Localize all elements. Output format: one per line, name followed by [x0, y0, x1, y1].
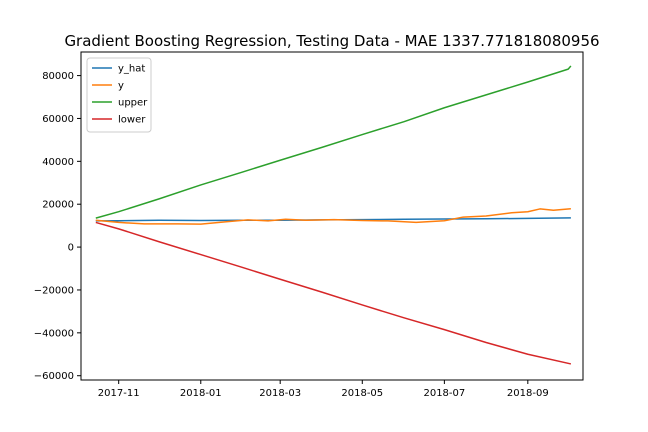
- y-tick-label: 20000: [42, 200, 74, 211]
- y-tick-label: −40000: [34, 328, 74, 339]
- x-tick-label: 2018-09: [507, 388, 549, 399]
- y-axis: −60000 −40000 −20000 0 20000 40000 60000 80000: [34, 71, 81, 382]
- y-tick-label: 40000: [42, 157, 74, 168]
- x-tick-label: 2018-01: [180, 388, 222, 399]
- x-tick-label: 2018-07: [423, 388, 465, 399]
- x-axis: 2017-11 2018-01 2018-03 2018-05 2018-07 2018-…: [98, 380, 549, 399]
- series-line-lower: [95, 221, 572, 365]
- legend-box: [86, 57, 152, 133]
- legend-label-lower: lower: [118, 115, 146, 126]
- chart-title: Gradient Boosting Regression, Testing Da…: [64, 32, 599, 50]
- plot-frame: [80, 51, 584, 381]
- series-layer: [95, 65, 572, 365]
- y-tick-label: −60000: [34, 371, 74, 382]
- series-line-y: [95, 207, 571, 225]
- legend-label-y: y: [118, 81, 124, 92]
- y-tick-label: 0: [68, 243, 74, 254]
- x-tick-label: 2018-05: [341, 388, 383, 399]
- y-tick-label: −20000: [34, 285, 74, 296]
- y-tick-label: 60000: [42, 114, 74, 125]
- y-tick-label: 80000: [42, 71, 74, 82]
- x-tick-label: 2017-11: [98, 388, 140, 399]
- legend-label-y-hat: y_hat: [118, 64, 145, 75]
- x-tick-label: 2018-03: [259, 388, 301, 399]
- legend-label-upper: upper: [118, 98, 148, 109]
- series-line-upper: [95, 65, 572, 219]
